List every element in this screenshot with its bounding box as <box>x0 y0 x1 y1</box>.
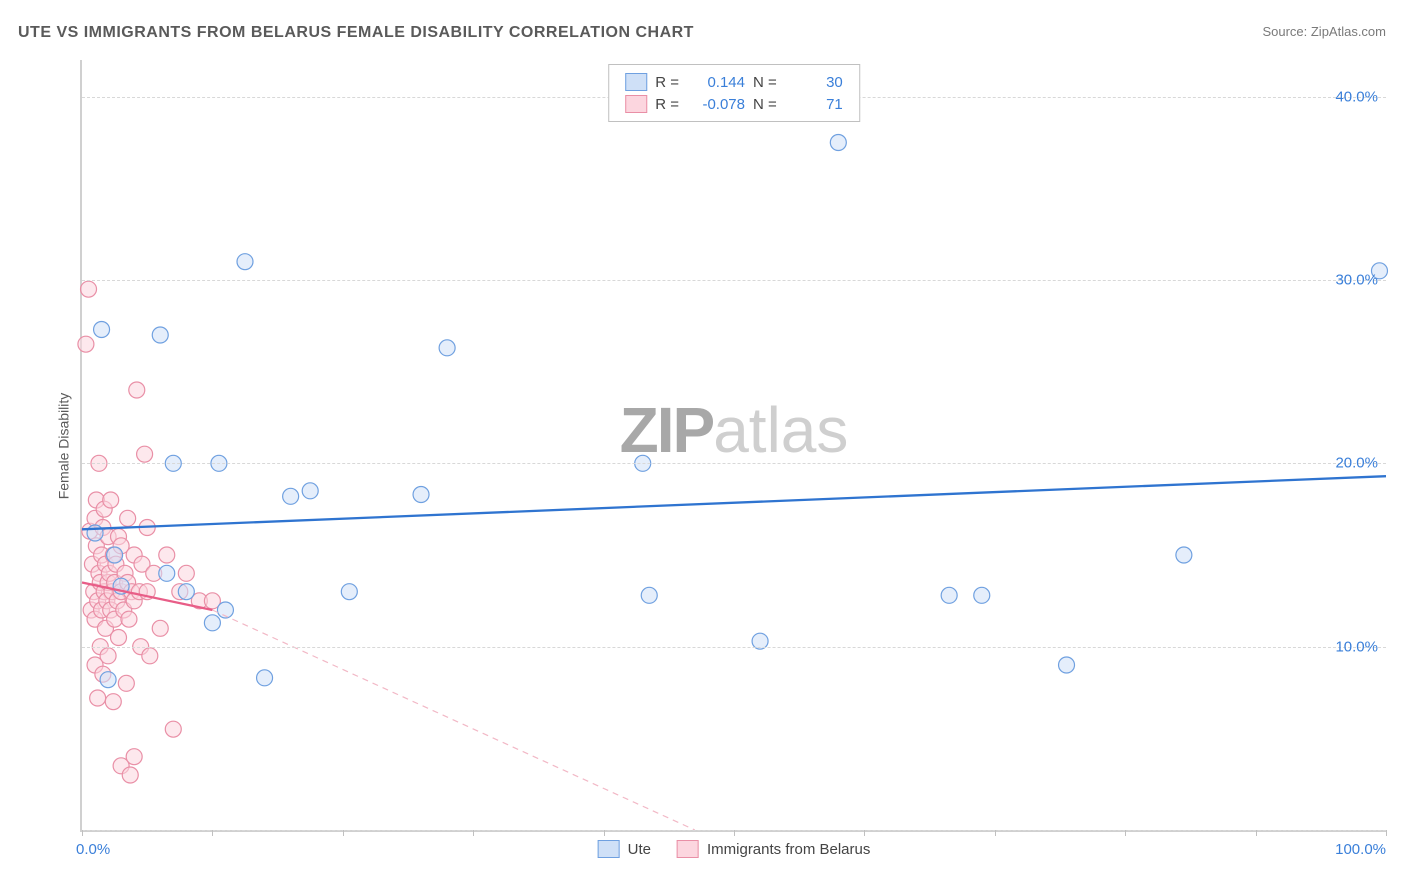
r-value-1: 0.144 <box>687 74 745 91</box>
gridline-h <box>82 280 1386 281</box>
data-point <box>413 487 429 503</box>
data-point <box>283 488 299 504</box>
gridline-h <box>82 463 1386 464</box>
data-point <box>78 336 94 352</box>
swatch-series-2b-icon <box>677 840 699 858</box>
trend-line <box>82 476 1386 529</box>
data-point <box>81 281 97 297</box>
r-label-2: R = <box>655 96 679 113</box>
data-point <box>142 648 158 664</box>
source-credit: Source: ZipAtlas.com <box>1262 24 1386 39</box>
n-value-1: 30 <box>785 74 843 91</box>
source-prefix: Source: <box>1262 24 1310 39</box>
x-tick <box>212 830 213 836</box>
legend-label-1: Ute <box>628 841 651 858</box>
data-point <box>974 587 990 603</box>
chart-container: ZIPatlas R = 0.144 N = 30 R = -0.078 N =… <box>50 60 1386 832</box>
x-tick <box>1386 830 1387 836</box>
x-tick <box>734 830 735 836</box>
y-tick-label: 20.0% <box>1335 455 1378 472</box>
trend-line <box>212 610 694 830</box>
data-point <box>105 694 121 710</box>
data-point <box>1176 547 1192 563</box>
correlation-row-2: R = -0.078 N = 71 <box>625 93 843 115</box>
y-tick-label: 40.0% <box>1335 88 1378 105</box>
data-point <box>178 565 194 581</box>
correlation-legend: R = 0.144 N = 30 R = -0.078 N = 71 <box>608 64 860 122</box>
legend-item-1: Ute <box>598 840 651 858</box>
chart-title: UTE VS IMMIGRANTS FROM BELARUS FEMALE DI… <box>18 24 694 42</box>
scatter-plot-svg <box>82 60 1386 830</box>
swatch-series-1-icon <box>625 73 647 91</box>
data-point <box>941 587 957 603</box>
source-name: ZipAtlas.com <box>1311 24 1386 39</box>
correlation-row-1: R = 0.144 N = 30 <box>625 71 843 93</box>
data-point <box>237 254 253 270</box>
data-point <box>121 611 137 627</box>
data-point <box>87 525 103 541</box>
plot-area: ZIPatlas R = 0.144 N = 30 R = -0.078 N =… <box>80 60 1386 832</box>
data-point <box>830 135 846 151</box>
data-point <box>178 584 194 600</box>
data-point <box>122 767 138 783</box>
data-point <box>126 749 142 765</box>
x-tick <box>1125 830 1126 836</box>
n-label-1: N = <box>753 74 777 91</box>
data-point <box>129 382 145 398</box>
x-axis-max-label: 100.0% <box>1335 841 1386 858</box>
data-point <box>257 670 273 686</box>
data-point <box>302 483 318 499</box>
data-point <box>165 721 181 737</box>
data-point <box>152 327 168 343</box>
x-tick <box>1256 830 1257 836</box>
data-point <box>90 690 106 706</box>
data-point <box>341 584 357 600</box>
x-tick <box>995 830 996 836</box>
data-point <box>94 322 110 338</box>
data-point <box>118 675 134 691</box>
x-axis-min-label: 0.0% <box>76 841 110 858</box>
data-point <box>204 615 220 631</box>
x-tick <box>864 830 865 836</box>
swatch-series-1b-icon <box>598 840 620 858</box>
data-point <box>137 446 153 462</box>
data-point <box>120 510 136 526</box>
y-tick-label: 30.0% <box>1335 272 1378 289</box>
data-point <box>152 620 168 636</box>
x-tick <box>604 830 605 836</box>
data-point <box>159 547 175 563</box>
data-point <box>159 565 175 581</box>
r-value-2: -0.078 <box>687 96 745 113</box>
data-point <box>641 587 657 603</box>
legend-item-2: Immigrants from Belarus <box>677 840 870 858</box>
data-point <box>1059 657 1075 673</box>
n-value-2: 71 <box>785 96 843 113</box>
data-point <box>439 340 455 356</box>
x-tick <box>343 830 344 836</box>
data-point <box>107 547 123 563</box>
data-point <box>100 672 116 688</box>
r-label-1: R = <box>655 74 679 91</box>
x-tick <box>82 830 83 836</box>
gridline-h <box>82 647 1386 648</box>
n-label-2: N = <box>753 96 777 113</box>
data-point <box>103 492 119 508</box>
swatch-series-2-icon <box>625 95 647 113</box>
y-tick-label: 10.0% <box>1335 638 1378 655</box>
x-tick <box>473 830 474 836</box>
data-point <box>100 648 116 664</box>
legend-label-2: Immigrants from Belarus <box>707 841 870 858</box>
data-point <box>111 630 127 646</box>
series-legend: Ute Immigrants from Belarus <box>598 840 871 858</box>
